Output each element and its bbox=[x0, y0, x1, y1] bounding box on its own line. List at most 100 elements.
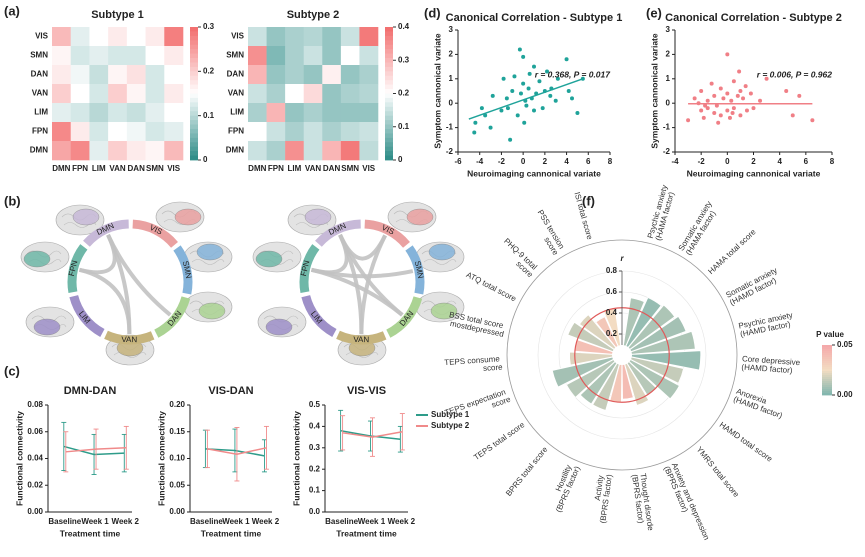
y-tick-label: 0.04 bbox=[27, 454, 43, 463]
colorbar-segment bbox=[385, 31, 393, 37]
row-label: LIM bbox=[34, 108, 48, 117]
colorbar-segment bbox=[385, 102, 393, 108]
scatter-point bbox=[548, 93, 553, 98]
y-tick-label: 0.08 bbox=[27, 400, 43, 409]
network-arc bbox=[299, 244, 320, 294]
category-label: Anorexia (HAMD factor) bbox=[732, 387, 786, 421]
y-tick-label: 0.1 bbox=[309, 486, 321, 495]
heatmap-cell bbox=[108, 84, 128, 104]
network-label: FPN bbox=[299, 259, 312, 277]
colorbar-segment bbox=[385, 97, 393, 103]
scatter-point bbox=[764, 76, 769, 81]
heatmap-cell bbox=[164, 65, 184, 85]
radial-bar bbox=[579, 354, 623, 405]
scatter-point bbox=[743, 84, 748, 89]
x-tick-label: 6 bbox=[586, 157, 591, 166]
x-tick-label: -4 bbox=[671, 157, 679, 166]
x-tick-label: 6 bbox=[804, 157, 809, 166]
y-tick-label: 0.15 bbox=[169, 427, 185, 436]
x-tick-label: Baseline bbox=[48, 517, 81, 526]
x-axis-label: Treatment time bbox=[60, 528, 121, 538]
network-arc bbox=[154, 296, 191, 338]
scatter-point bbox=[518, 91, 523, 96]
panel-label: (f) bbox=[582, 193, 595, 208]
scatter-point bbox=[521, 81, 526, 86]
colorbar-segment bbox=[822, 391, 832, 394]
x-axis-label: Treatment time bbox=[201, 528, 262, 538]
colorbar-segment bbox=[385, 111, 393, 117]
scatter-point bbox=[472, 130, 477, 135]
colorbar-tick-label: 0.1 bbox=[398, 122, 410, 131]
colorbar-tick-label: 0.00 bbox=[837, 390, 853, 399]
heatmap-cell bbox=[266, 46, 286, 66]
colorbar-segment bbox=[385, 128, 393, 134]
series-line bbox=[207, 447, 267, 455]
scatter-point bbox=[729, 98, 734, 103]
scatter-point bbox=[508, 137, 513, 142]
brain-region bbox=[430, 302, 458, 320]
colorbar-segment bbox=[190, 124, 198, 130]
scatter-point bbox=[703, 103, 708, 108]
y-axis-label: Symptom cannonical variate bbox=[649, 33, 659, 149]
colorbar-segment bbox=[190, 40, 198, 46]
network-arc bbox=[67, 244, 88, 294]
category-label: PSS tension score bbox=[528, 208, 567, 257]
chart-title: DMN-DAN bbox=[64, 385, 117, 397]
series-line bbox=[205, 448, 265, 457]
colorbar-segment bbox=[385, 53, 393, 59]
heatmap-cell bbox=[266, 122, 286, 142]
brain-region bbox=[72, 208, 100, 226]
y-tick-label: 0.2 bbox=[309, 464, 321, 473]
network-label: SMN bbox=[413, 260, 426, 279]
network-arc bbox=[315, 219, 361, 247]
column-label: FPN bbox=[268, 164, 284, 173]
scatter-point bbox=[744, 108, 749, 113]
heatmap-cell bbox=[52, 27, 72, 47]
colorbar-segment bbox=[822, 375, 832, 378]
heatmap-cell bbox=[108, 103, 128, 123]
chord-link bbox=[310, 267, 404, 317]
scatter-point bbox=[741, 96, 746, 101]
column-label: FPN bbox=[72, 164, 88, 173]
heatmap-cell bbox=[108, 122, 128, 142]
series-line bbox=[65, 447, 127, 453]
series-line bbox=[63, 445, 125, 456]
radial-bar bbox=[621, 354, 634, 400]
heatmap-cell bbox=[108, 27, 128, 47]
center-hole bbox=[612, 345, 632, 365]
colorbar-segment bbox=[190, 151, 198, 156]
heatmap-cell bbox=[145, 103, 165, 123]
y-tick-label: 3 bbox=[666, 25, 671, 34]
colorbar-segment bbox=[385, 133, 393, 139]
scatter-point bbox=[504, 96, 509, 101]
x-tick-label: Week 2 bbox=[252, 517, 280, 526]
colorbar-segment bbox=[385, 84, 393, 90]
colorbar-segment bbox=[385, 146, 393, 152]
r-tick-label: 0.6 bbox=[606, 287, 618, 296]
heatmap-cell bbox=[322, 46, 342, 66]
heatmap-cell bbox=[70, 141, 90, 161]
network-label: VAN bbox=[353, 335, 369, 344]
colorbar-segment bbox=[190, 128, 198, 134]
heatmap-cell bbox=[145, 27, 165, 47]
colorbar-segment bbox=[190, 106, 198, 112]
chart-title: VIS-DAN bbox=[208, 385, 253, 397]
colorbar-segment bbox=[190, 133, 198, 139]
heatmap-cell bbox=[126, 46, 146, 66]
column-label: SMN bbox=[146, 164, 164, 173]
scatter-point bbox=[797, 93, 802, 98]
colorbar-segment bbox=[822, 367, 832, 370]
colorbar-segment bbox=[385, 27, 393, 32]
scatter-point bbox=[553, 98, 558, 103]
heatmap-cell bbox=[126, 27, 146, 47]
scatter-point bbox=[545, 69, 550, 74]
scatter-point bbox=[686, 118, 691, 123]
colorbar-segment bbox=[190, 111, 198, 117]
colorbar-tick-label: 0.3 bbox=[203, 22, 215, 31]
colorbar-segment bbox=[822, 359, 832, 362]
radial-bar bbox=[621, 350, 702, 371]
colorbar-segment bbox=[190, 71, 198, 77]
colorbar-segment bbox=[385, 137, 393, 143]
heatmap-cell bbox=[322, 103, 342, 123]
network-arc bbox=[405, 245, 425, 295]
